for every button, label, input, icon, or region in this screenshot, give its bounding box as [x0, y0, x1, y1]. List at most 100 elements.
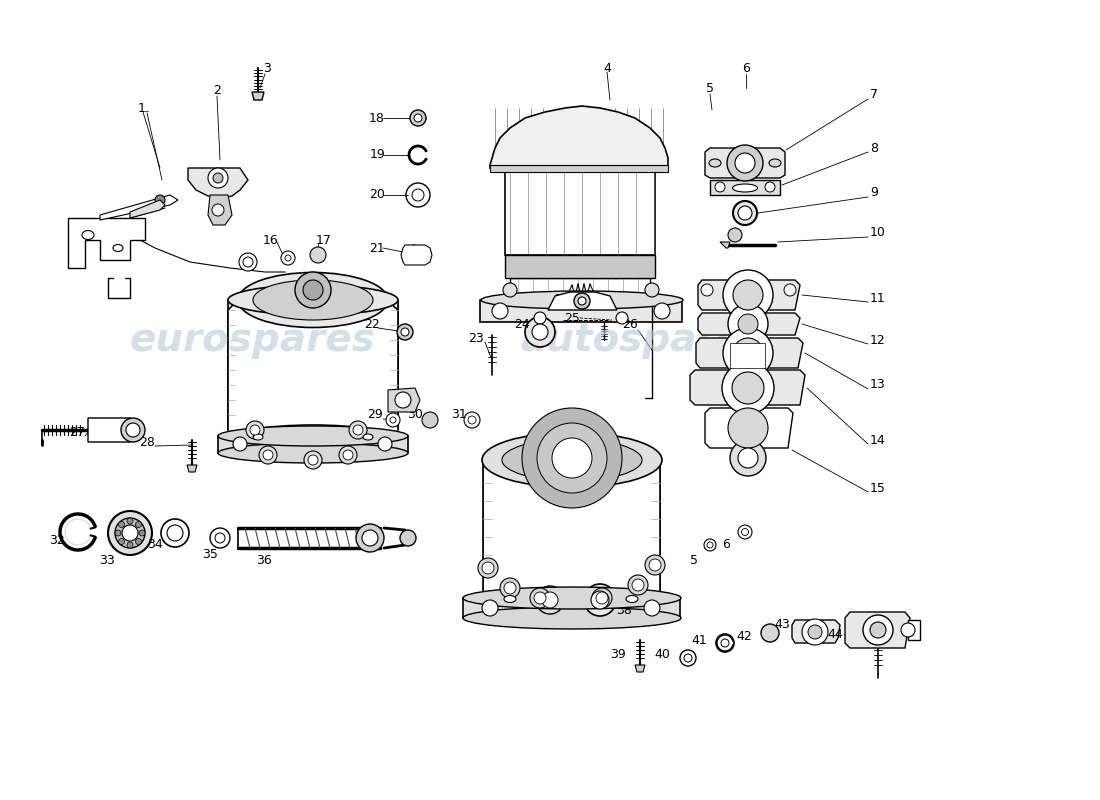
Circle shape	[503, 283, 517, 297]
Text: 34: 34	[147, 538, 163, 551]
Text: 42: 42	[736, 630, 752, 643]
Circle shape	[628, 575, 648, 595]
Text: 17: 17	[521, 594, 537, 606]
Polygon shape	[698, 280, 800, 310]
Text: 18: 18	[370, 111, 385, 125]
Text: 38: 38	[616, 603, 632, 617]
Text: 25: 25	[564, 311, 580, 325]
Polygon shape	[792, 620, 840, 643]
Circle shape	[213, 173, 223, 183]
Circle shape	[126, 518, 133, 524]
Circle shape	[738, 448, 758, 468]
Circle shape	[119, 538, 124, 545]
Text: 19: 19	[370, 149, 385, 162]
Circle shape	[395, 392, 411, 408]
Circle shape	[727, 145, 763, 181]
Circle shape	[723, 328, 773, 378]
Text: 29: 29	[367, 409, 383, 422]
Text: 7: 7	[870, 89, 878, 102]
Polygon shape	[505, 255, 654, 278]
Circle shape	[122, 525, 138, 541]
Circle shape	[738, 314, 758, 334]
Polygon shape	[635, 665, 645, 672]
Polygon shape	[463, 598, 680, 618]
Text: 30: 30	[407, 409, 424, 422]
Text: 27: 27	[69, 426, 85, 438]
Text: 26: 26	[623, 318, 638, 331]
Polygon shape	[548, 292, 617, 310]
Circle shape	[645, 283, 659, 297]
Polygon shape	[710, 180, 780, 195]
Circle shape	[304, 451, 322, 469]
Circle shape	[280, 251, 295, 265]
Circle shape	[733, 280, 763, 310]
Circle shape	[616, 312, 628, 324]
Polygon shape	[845, 612, 910, 648]
Polygon shape	[88, 418, 135, 442]
Text: 28: 28	[139, 435, 155, 449]
Ellipse shape	[710, 159, 720, 167]
Text: 14: 14	[870, 434, 886, 446]
Text: 1: 1	[138, 102, 146, 114]
Circle shape	[410, 110, 426, 126]
Ellipse shape	[463, 607, 681, 629]
Circle shape	[522, 408, 622, 508]
Circle shape	[482, 562, 494, 574]
Text: 5: 5	[706, 82, 714, 94]
Circle shape	[592, 588, 612, 608]
Circle shape	[525, 317, 556, 347]
Circle shape	[784, 284, 796, 296]
Text: 21: 21	[370, 242, 385, 254]
Circle shape	[116, 518, 145, 548]
Ellipse shape	[218, 426, 408, 446]
Circle shape	[402, 328, 409, 336]
Polygon shape	[68, 218, 145, 268]
Ellipse shape	[482, 433, 662, 487]
Circle shape	[901, 623, 915, 637]
Polygon shape	[228, 300, 398, 440]
Circle shape	[738, 206, 752, 220]
Polygon shape	[696, 338, 803, 368]
Circle shape	[482, 600, 498, 616]
Circle shape	[732, 372, 764, 404]
Circle shape	[722, 362, 774, 414]
Circle shape	[386, 413, 400, 427]
Ellipse shape	[363, 434, 373, 440]
Polygon shape	[908, 620, 920, 640]
Polygon shape	[690, 370, 805, 405]
Circle shape	[302, 280, 323, 300]
Circle shape	[534, 592, 546, 604]
Circle shape	[574, 293, 590, 309]
Circle shape	[135, 522, 142, 527]
Circle shape	[295, 272, 331, 308]
Ellipse shape	[504, 595, 516, 602]
Circle shape	[728, 408, 768, 448]
Circle shape	[246, 421, 264, 439]
Circle shape	[632, 579, 644, 591]
Circle shape	[532, 324, 548, 340]
Ellipse shape	[82, 230, 94, 239]
Polygon shape	[218, 436, 408, 453]
Circle shape	[735, 153, 755, 173]
Polygon shape	[187, 465, 197, 472]
Circle shape	[478, 558, 498, 578]
Text: 11: 11	[870, 291, 886, 305]
Text: 33: 33	[99, 554, 116, 566]
Text: 40: 40	[654, 649, 670, 662]
Text: 2: 2	[213, 83, 221, 97]
Circle shape	[239, 253, 257, 271]
Circle shape	[578, 297, 586, 305]
Polygon shape	[505, 172, 654, 255]
Polygon shape	[188, 168, 248, 198]
Text: 3: 3	[263, 62, 271, 74]
Circle shape	[730, 440, 766, 476]
Ellipse shape	[113, 245, 123, 251]
Text: 32: 32	[50, 534, 65, 546]
Text: 10: 10	[870, 226, 886, 239]
Text: 5: 5	[690, 554, 698, 566]
Text: autospares: autospares	[520, 321, 766, 359]
Circle shape	[552, 438, 592, 478]
Polygon shape	[130, 200, 165, 218]
Polygon shape	[730, 343, 764, 368]
Text: 15: 15	[870, 482, 886, 494]
